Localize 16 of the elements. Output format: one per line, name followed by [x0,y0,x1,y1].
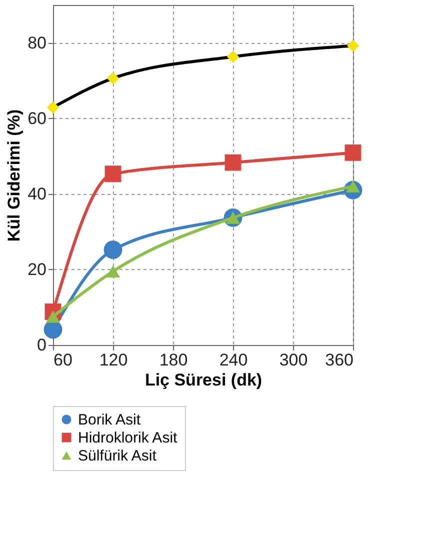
legend-label: Hidroklorik Asit [78,430,178,446]
x-tick-label: 120 [99,350,128,370]
x-tick-label: 360 [325,350,354,370]
x-tick-label: 240 [219,350,248,370]
y-tick-label: 80 [28,33,46,52]
x-tick-label: 180 [159,350,188,370]
x-axis-title: Liç Süresi (dk) [144,370,262,390]
legend-label: Borik Asit [78,412,142,428]
y-tick-label: 40 [28,184,46,204]
y-axis-title: Kül Giderimi (%) [4,109,24,242]
x-tick-label: 300 [279,350,308,370]
y-tick-label: 60 [28,108,46,128]
y-tick-label: 0 [37,336,46,354]
y-tick-label: 20 [28,260,46,279]
legend-label: Sülfürik Asit [78,448,158,464]
x-tick-label: 60 [54,350,72,370]
